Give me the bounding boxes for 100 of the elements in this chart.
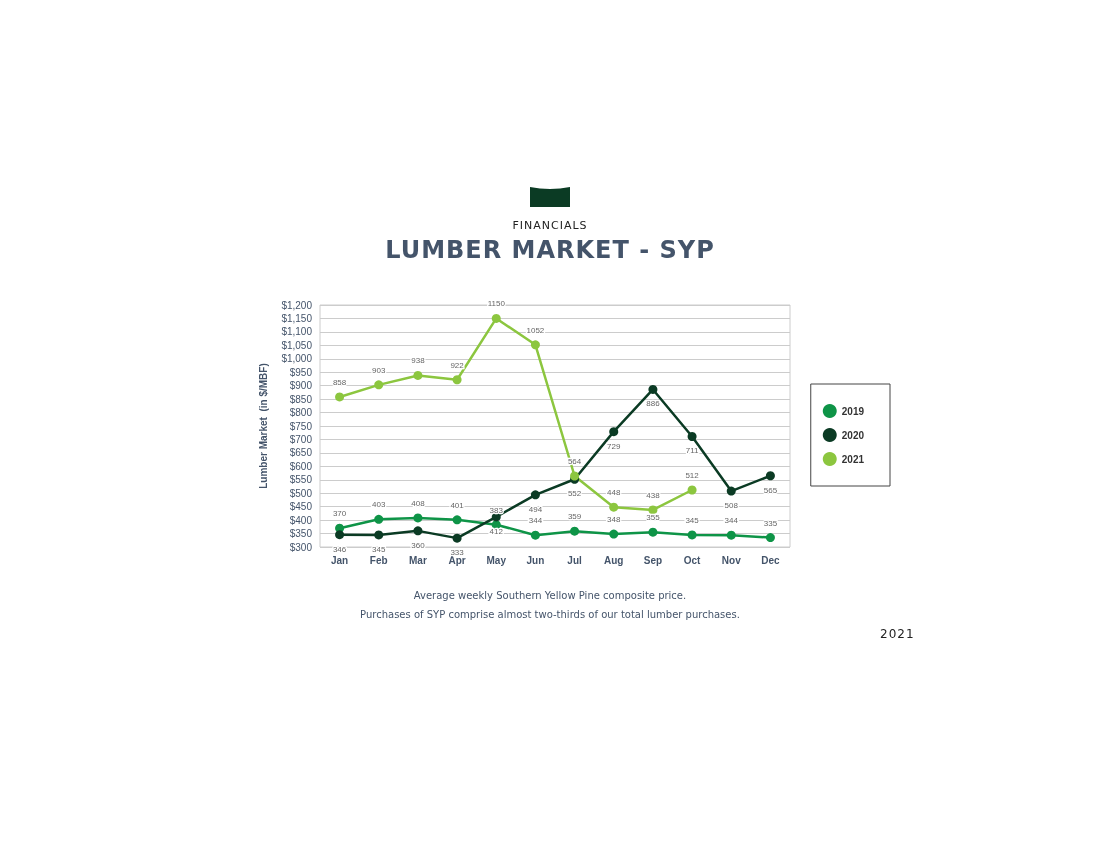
legend-label: 2019: [841, 405, 865, 417]
data-label: 552: [567, 489, 582, 499]
point: [609, 427, 619, 437]
data-label: 1052: [526, 325, 545, 335]
data-label: 383: [489, 505, 504, 515]
data-label: 938: [411, 356, 426, 366]
y-tick-label: $750: [289, 420, 313, 432]
point: [648, 527, 658, 537]
data-label: 360: [411, 540, 426, 550]
x-tick-label: Dec: [761, 554, 781, 566]
point: [687, 431, 697, 441]
y-tick-label: $850: [289, 393, 313, 405]
x-tick-label: May: [486, 554, 507, 566]
point: [530, 530, 540, 540]
y-tick-label: $400: [289, 514, 313, 526]
data-label: 359: [567, 512, 582, 522]
point: [413, 513, 423, 523]
data-label: 335: [763, 518, 778, 528]
x-tick-label: Nov: [721, 554, 742, 566]
data-label: 346: [332, 544, 347, 554]
y-tick-label: $550: [289, 474, 313, 486]
point: [335, 530, 345, 540]
data-label: 711: [685, 446, 700, 456]
point: [530, 490, 540, 500]
x-tick-label: Jul: [567, 554, 583, 566]
text: Average weekly Southern Yellow Pine composite price.: [412, 590, 688, 601]
x-tick-label: Jan: [330, 554, 349, 566]
chart-title: LUMBER MARKET - SYP: [384, 236, 716, 264]
point: [413, 370, 423, 380]
data-label: 922: [450, 360, 465, 370]
data-label: 348: [607, 515, 621, 525]
y-tick-label: $1,000: [281, 353, 313, 365]
point: [687, 530, 697, 540]
data-label: 512: [685, 471, 700, 480]
data-label: 494: [528, 504, 543, 514]
point: [648, 505, 658, 515]
point: [765, 533, 775, 543]
y-tick-label: $450: [289, 501, 313, 513]
y-tick-label: $1,050: [281, 339, 313, 351]
data-label: 1150: [487, 299, 506, 309]
text: 2021: [880, 627, 915, 641]
point: [609, 502, 619, 512]
data-label: 903: [372, 365, 386, 375]
point: [726, 530, 736, 540]
data-label: 448: [607, 488, 621, 498]
text: Purchases of SYP comprise almost two-thirds of our total lumber purchases.: [359, 609, 741, 620]
point: [765, 471, 775, 481]
data-label: 408: [411, 498, 426, 508]
point: [413, 526, 423, 536]
x-tick-label: Oct: [683, 554, 702, 566]
legend-label: 2020: [841, 429, 865, 441]
data-label: 345: [372, 544, 386, 554]
y-tick-label: $900: [289, 380, 313, 392]
y-tick-label: $300: [289, 541, 313, 553]
point: [687, 485, 697, 495]
data-label: 401: [450, 500, 465, 510]
data-label: 344: [528, 516, 543, 526]
point: [374, 380, 384, 390]
point: [491, 313, 501, 323]
data-label: 508: [724, 501, 739, 511]
point: [648, 384, 658, 394]
data-label: 370: [332, 509, 347, 519]
data-label: 344: [724, 516, 739, 526]
y-tick-label: $650: [289, 447, 313, 459]
point: [374, 530, 384, 540]
point: [335, 392, 345, 402]
point: [452, 515, 462, 525]
point: [452, 533, 462, 543]
data-label: 729: [607, 441, 621, 451]
data-label: 345: [685, 515, 700, 525]
y-tick-label: $1,150: [281, 312, 313, 324]
y-tick-label: $800: [289, 407, 313, 419]
point: [726, 486, 736, 496]
point: [374, 514, 384, 524]
x-tick-label: Jun: [526, 554, 545, 566]
point: [530, 340, 540, 350]
chart-subtitle: FINANCIALS: [511, 219, 589, 232]
y-tick-label: $600: [289, 460, 313, 472]
data-label: 858: [332, 377, 347, 387]
y-tick-label: $700: [289, 433, 313, 445]
data-label: 412: [489, 526, 504, 536]
y-tick-label: $1,200: [281, 299, 313, 311]
point: [570, 526, 580, 536]
x-tick-label: Mar: [409, 554, 427, 566]
data-label: 886: [646, 399, 661, 409]
data-label: 403: [372, 500, 386, 510]
y-tick-label: $500: [289, 487, 313, 499]
y-axis-title: Lumber Market (in $/MBF): [257, 363, 269, 489]
data-label: 565: [763, 485, 778, 495]
x-tick-label: Feb: [369, 554, 388, 566]
y-tick-label: $950: [289, 366, 313, 378]
x-tick-label: Aug: [604, 554, 624, 566]
data-label: 438: [646, 490, 661, 500]
y-tick-label: $1,100: [281, 326, 313, 338]
y-tick-label: $350: [289, 528, 313, 540]
data-label: 355: [646, 513, 661, 523]
legend-label: 2021: [841, 453, 865, 465]
x-tick-label: Sep: [643, 554, 663, 566]
point: [452, 375, 462, 385]
point: [609, 529, 619, 539]
